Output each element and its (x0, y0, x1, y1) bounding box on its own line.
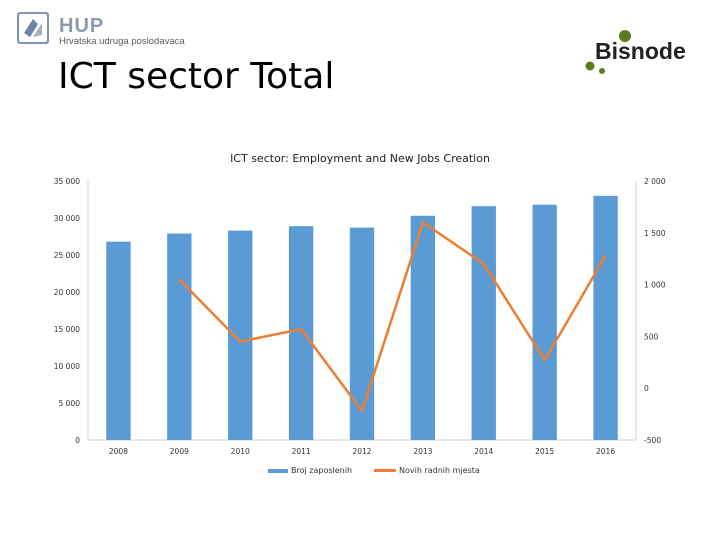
hup-logo (17, 12, 49, 44)
x-axis-tick-label: 2014 (474, 447, 493, 456)
bar-employees-2014 (471, 206, 496, 440)
legend-label-employees: Broj zaposlenih (291, 466, 353, 475)
org-name: HUP (59, 15, 105, 37)
brand-name: Bisnode (595, 38, 686, 64)
bar-employees-2015 (532, 204, 557, 440)
legend-label-new-jobs: Novih radnih mjesta (399, 466, 480, 475)
left-axis-tick-label: 10 000 (54, 362, 80, 371)
left-axis-tick-label: 5 000 (59, 399, 81, 408)
x-axis-tick-label: 2011 (292, 447, 311, 456)
right-axis-tick-label: 1 000 (644, 281, 666, 290)
left-axis-tick-label: 0 (75, 436, 80, 445)
bisnode-logo (585, 30, 631, 74)
x-axis-tick-label: 2008 (109, 447, 128, 456)
right-axis-tick-label: 500 (644, 332, 659, 341)
legend-item-employees: Broj zaposlenih (268, 466, 352, 475)
bar-employees-2008 (106, 241, 131, 440)
left-axis-tick-label: 35 000 (54, 177, 80, 186)
legend-item-new-jobs: Novih radnih mjesta (374, 466, 480, 475)
x-axis-tick-label: 2016 (596, 447, 615, 456)
left-axis-tick-label: 15 000 (54, 325, 80, 334)
legend-swatch-line (374, 469, 397, 472)
bar-employees-2009 (167, 233, 192, 440)
x-axis-tick-label: 2010 (231, 447, 250, 456)
x-axis-tick-label: 2015 (535, 447, 554, 456)
right-axis-tick-label: 2 000 (644, 177, 666, 186)
bar-employees-2012 (349, 227, 375, 440)
x-axis-tick-label: 2013 (413, 447, 432, 456)
left-axis-tick-label: 25 000 (54, 251, 80, 260)
left-axis-tick-label: 30 000 (54, 214, 80, 223)
bar-employees-2013 (410, 215, 436, 440)
right-axis-tick-label: -500 (644, 436, 661, 445)
right-axis-tick-label: 0 (644, 384, 649, 393)
left-axis-tick-label: 20 000 (54, 288, 80, 297)
bar-employees-2010 (228, 230, 253, 440)
chart-title: ICT sector: Employment and New Jobs Crea… (230, 152, 490, 165)
line-new-jobs (178, 221, 607, 413)
chart-legend: Broj zaposlenih Novih radnih mjesta (268, 466, 480, 475)
slide-title: ICT sector Total (58, 56, 335, 97)
bar-employees-2011 (288, 226, 314, 440)
legend-swatch-bar (268, 468, 288, 473)
x-axis-tick-label: 2012 (352, 447, 371, 456)
bar-employees-2016 (593, 195, 618, 440)
x-axis-tick-label: 2009 (170, 447, 189, 456)
org-subtitle: Hrvatska udruga poslodavaca (59, 36, 185, 47)
right-axis-tick-label: 1 500 (644, 229, 666, 238)
